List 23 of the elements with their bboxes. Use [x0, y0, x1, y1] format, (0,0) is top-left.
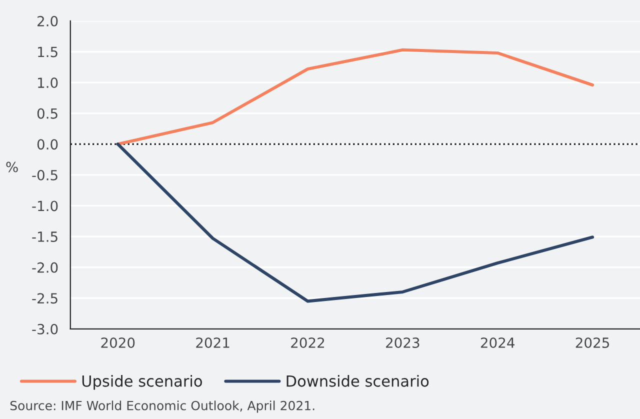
- y-tick-label: -1.5: [32, 232, 58, 242]
- y-tick-label: -2.5: [32, 293, 58, 304]
- y-tick-label: 0.5: [37, 108, 58, 119]
- y-tick-label: -0.5: [32, 170, 58, 180]
- y-tick-label: -2.0: [32, 262, 58, 273]
- source-note: Source: IMF World Economic Outlook, April 2021.: [10, 400, 314, 413]
- x-tick-label: 2022: [291, 337, 324, 348]
- x-tick-label: 2021: [196, 337, 230, 348]
- legend-label: Downside scenario: [286, 375, 429, 387]
- y-tick-label: -1.0: [32, 200, 58, 212]
- x-tick-label: 2020: [101, 337, 135, 348]
- line-series: [116, 142, 594, 303]
- y-tick-label: 1.5: [38, 46, 58, 58]
- y-tick-label: 0.0: [37, 139, 58, 150]
- x-tick-label: 2024: [480, 337, 514, 348]
- legend-label: Upside scenario: [82, 375, 202, 390]
- y-tick-label: 1.0: [38, 78, 58, 88]
- y-tick-label: 2.0: [38, 16, 58, 26]
- line-series: [116, 48, 594, 146]
- y-tick-label: -3.0: [32, 324, 58, 334]
- x-tick-label: 2023: [386, 337, 420, 348]
- x-tick-label: 2025: [576, 337, 609, 348]
- y-axis-title: %: [6, 162, 18, 172]
